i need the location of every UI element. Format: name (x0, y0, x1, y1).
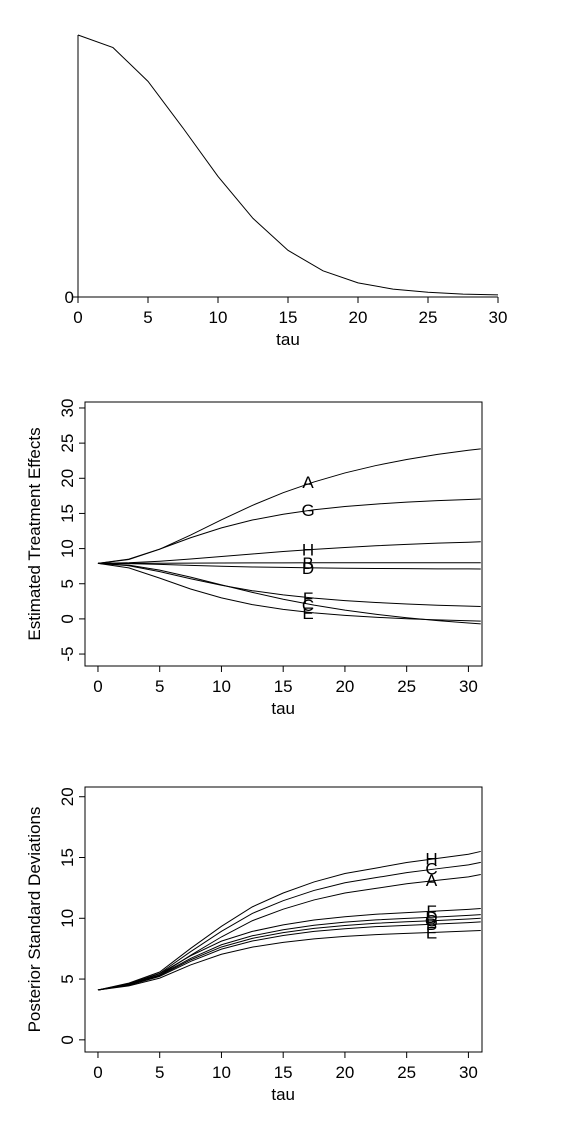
x-tick-label: 30 (489, 308, 508, 327)
series-label: H (302, 540, 314, 559)
y-tick-label: 10 (58, 539, 77, 558)
x-tick-label: 0 (93, 1063, 102, 1082)
data-line (97, 541, 481, 564)
y-tick-label: 30 (58, 399, 77, 418)
x-tick-label: 15 (274, 1063, 293, 1082)
y-tick-label: 25 (58, 434, 77, 453)
data-line (97, 908, 481, 991)
x-tick-label: 25 (397, 677, 416, 696)
series-label: D (425, 908, 437, 927)
series-label: D (302, 559, 314, 578)
series-label: G (425, 911, 438, 930)
y-axis-label: Posterior Standard Deviations (25, 807, 44, 1033)
data-line (97, 921, 481, 991)
data-line (97, 861, 481, 991)
y-tick-label: 20 (58, 787, 77, 806)
data-line (97, 562, 481, 570)
data-line (97, 562, 481, 564)
x-tick-label: 20 (335, 677, 354, 696)
x-tick-label: 20 (349, 308, 368, 327)
plot-frame (84, 786, 483, 1053)
series-label: B (302, 554, 313, 573)
y-tick-label: 0 (58, 614, 77, 623)
data-line (97, 498, 481, 564)
data-line (97, 448, 481, 564)
x-tick-label: 10 (212, 1063, 231, 1082)
x-tick-label: 15 (279, 308, 298, 327)
series-label: A (302, 473, 314, 492)
x-tick-label: 10 (212, 677, 231, 696)
x-axis-label: tau (271, 699, 295, 718)
x-tick-label: 0 (93, 677, 102, 696)
y-tick-label: 5 (58, 974, 77, 983)
y-tick-label: 15 (58, 848, 77, 867)
series-label: E (302, 604, 313, 623)
x-tick-label: 30 (459, 1063, 478, 1082)
x-tick-label: 5 (155, 1063, 164, 1082)
data-line (97, 562, 481, 625)
x-tick-label: 10 (209, 308, 228, 327)
y-tick-label: 0 (65, 288, 74, 307)
x-tick-label: 5 (143, 308, 152, 327)
data-line (77, 34, 499, 296)
y-tick-label: 15 (58, 504, 77, 523)
y-axis-label: Estimated Treatment Effects (25, 427, 44, 640)
data-line (97, 914, 481, 991)
y-tick-label: 5 (58, 579, 77, 588)
plot-frame (84, 401, 483, 667)
y-tick-label: 20 (58, 469, 77, 488)
x-tick-label: 25 (397, 1063, 416, 1082)
x-tick-label: 20 (335, 1063, 354, 1082)
data-line (97, 850, 481, 991)
x-tick-label: 30 (459, 677, 478, 696)
data-line (97, 917, 481, 991)
series-label: A (426, 871, 438, 890)
x-tick-label: 5 (155, 677, 164, 696)
series-label: G (301, 501, 314, 520)
series-label: B (426, 915, 437, 934)
data-line (97, 562, 481, 622)
series-label: C (302, 596, 314, 615)
data-line (97, 929, 481, 991)
x-tick-label: 0 (73, 308, 82, 327)
series-label: F (303, 589, 313, 608)
x-axis-label: tau (271, 1085, 295, 1104)
y-tick-label: 0 (58, 1035, 77, 1044)
series-label: C (425, 860, 437, 879)
x-axis-label: tau (276, 330, 300, 349)
y-tick-label: 10 (58, 909, 77, 928)
series-label: F (426, 902, 436, 921)
x-tick-label: 25 (419, 308, 438, 327)
series-label: E (426, 923, 437, 942)
series-label: H (425, 849, 437, 868)
y-tick-label: -5 (58, 646, 77, 661)
x-tick-label: 15 (274, 677, 293, 696)
data-line (97, 562, 481, 607)
